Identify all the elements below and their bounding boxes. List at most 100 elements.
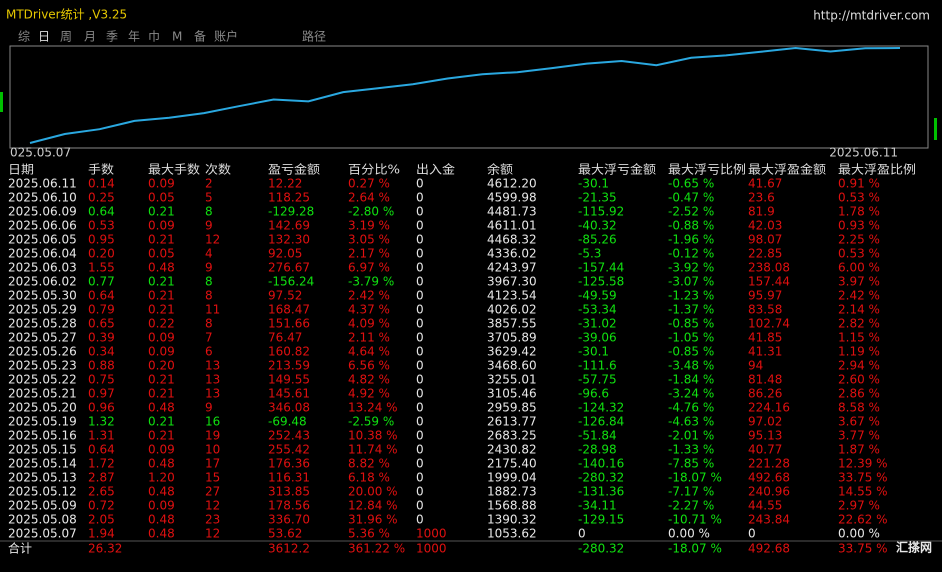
table-cell: 1053.62 — [487, 527, 537, 541]
table-cell: -53.34 — [578, 303, 617, 317]
table-cell: 157.44 — [748, 275, 790, 289]
column-header: 出入金 — [416, 162, 455, 177]
table-cell: 252.43 — [268, 429, 310, 443]
table-cell: 149.55 — [268, 373, 310, 387]
table-cell: 2.87 — [88, 471, 115, 485]
table-cell: 4123.54 — [487, 289, 537, 303]
table-cell: 2613.77 — [487, 415, 537, 429]
table-cell: -1.37 % — [668, 303, 714, 317]
table-cell: 0.48 — [148, 527, 175, 541]
table-cell: 0 — [416, 443, 424, 457]
table-cell: 346.08 — [268, 401, 310, 415]
table-cell: 0.88 — [88, 359, 115, 373]
table-cell: 102.74 — [748, 317, 790, 331]
table-cell: 0.22 — [148, 317, 175, 331]
title: MTDriver统计 ,V3.25 — [6, 8, 127, 22]
table-cell: -40.32 — [578, 219, 617, 233]
table-cell: 0 — [416, 513, 424, 527]
table-cell: 4612.20 — [487, 177, 537, 191]
table-cell: 2.64 % — [348, 191, 390, 205]
table-cell: 6 — [205, 345, 213, 359]
table-cell: 0 — [416, 429, 424, 443]
tab[interactable]: M — [172, 30, 182, 44]
table-cell: 238.08 — [748, 261, 790, 275]
tab[interactable]: 季 — [106, 30, 118, 44]
table-cell: 2025.05.16 — [8, 429, 77, 443]
table-cell: 2025.06.09 — [8, 205, 77, 219]
table-cell: -3.48 % — [668, 359, 714, 373]
tab[interactable]: 备 — [194, 30, 206, 44]
table-cell: 0 — [416, 471, 424, 485]
table-cell: 2.94 % — [838, 359, 880, 373]
tab[interactable]: 综 — [18, 30, 30, 44]
table-cell: 8 — [205, 289, 213, 303]
tab[interactable]: 年 — [128, 30, 140, 44]
tab[interactable]: 路径 — [302, 29, 326, 44]
tab[interactable]: 周 — [60, 30, 72, 44]
table-cell: 0 — [416, 387, 424, 401]
table-cell: 3.19 % — [348, 219, 390, 233]
table-cell: -1.96 % — [668, 233, 714, 247]
table-cell: -7.17 % — [668, 485, 714, 499]
table-cell: 8 — [205, 275, 213, 289]
table-cell: 2025.06.04 — [8, 247, 77, 261]
table-cell: 1.32 — [88, 415, 115, 429]
table-cell: 0 — [416, 289, 424, 303]
table-cell: 0.05 — [148, 247, 175, 261]
tab[interactable]: 日 — [38, 30, 50, 44]
table-cell: 14.55 % — [838, 485, 888, 499]
tab[interactable]: 月 — [84, 30, 96, 44]
table-cell: 8.58 % — [838, 401, 880, 415]
table-cell: 0 — [416, 415, 424, 429]
table-cell: 0.20 — [148, 359, 175, 373]
table-cell: 0.21 — [148, 275, 175, 289]
table-cell: 7 — [205, 331, 213, 345]
table-cell: 2.05 — [88, 513, 115, 527]
tab[interactable]: 账户 — [214, 29, 238, 44]
table-cell: -131.36 — [578, 485, 624, 499]
table-cell: -126.84 — [578, 415, 624, 429]
table-cell: 12 — [205, 527, 220, 541]
table-cell: 10 — [205, 443, 220, 457]
table-cell: 4611.01 — [487, 219, 537, 233]
table-cell: 2.42 % — [838, 289, 880, 303]
table-cell: 2025.05.26 — [8, 345, 77, 359]
table-cell: -49.59 — [578, 289, 617, 303]
table-cell: 0.48 — [148, 401, 175, 415]
table-cell: -1.05 % — [668, 331, 714, 345]
table-cell: 2025.06.06 — [8, 219, 77, 233]
column-header: 最大浮亏金额 — [578, 162, 656, 177]
table-cell: 4481.73 — [487, 205, 537, 219]
table-cell: 23 — [205, 513, 220, 527]
table-cell: -7.85 % — [668, 457, 714, 471]
balance-line — [29, 46, 901, 144]
table-cell: -69.48 — [268, 415, 307, 429]
table-cell: 2430.82 — [487, 443, 537, 457]
table-cell: 151.66 — [268, 317, 310, 331]
table-cell: 0.64 — [88, 443, 115, 457]
table-cell: 142.69 — [268, 219, 310, 233]
edge-marker — [0, 92, 3, 112]
table-cell: -0.65 % — [668, 177, 714, 191]
table-cell: -2.27 % — [668, 499, 714, 513]
table-cell: -30.1 — [578, 345, 609, 359]
table-cell: 0.75 — [88, 373, 115, 387]
table-cell: -4.76 % — [668, 401, 714, 415]
table-cell: 2025.05.28 — [8, 317, 77, 331]
table-cell: 0.65 — [88, 317, 115, 331]
table-cell: 3629.42 — [487, 345, 537, 359]
table-cell: 0.00 % — [668, 527, 710, 541]
total-cell: -280.32 — [578, 542, 624, 556]
table-cell: 2.65 — [88, 485, 115, 499]
column-header: 最大浮盈比例 — [838, 163, 916, 177]
table-cell: 1.31 — [88, 429, 115, 443]
table-cell: 2025.06.03 — [8, 261, 77, 275]
table-cell: 6.56 % — [348, 359, 390, 373]
table-cell: 0.05 — [148, 191, 175, 205]
table-cell: 0.97 — [88, 387, 115, 401]
tab[interactable]: 巾 — [148, 30, 160, 44]
table-cell: 0.25 — [88, 191, 115, 205]
table-cell: 1882.73 — [487, 485, 537, 499]
table-cell: 0.79 — [88, 303, 115, 317]
table-cell: 0 — [416, 205, 424, 219]
